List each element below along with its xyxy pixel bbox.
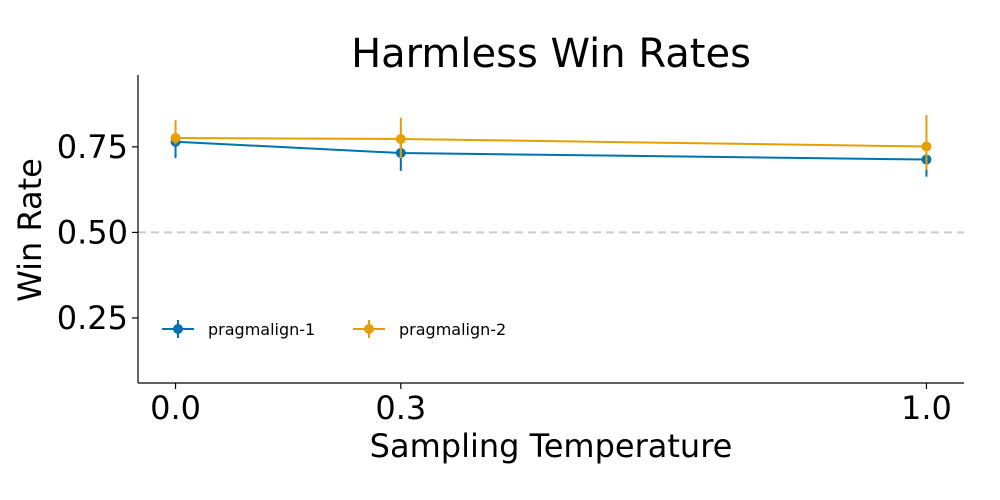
legend-item: pragmalign-1 [162,320,315,339]
x-tick-label: 1.0 [901,389,952,427]
legend-item: pragmalign-2 [353,320,506,339]
data-point [395,133,406,144]
legend-marker [173,324,183,334]
chart-title: Harmless Win Rates [351,31,751,77]
legend-label: pragmalign-1 [208,320,315,339]
series-line [175,136,927,148]
y-tick-label: 0.75 [57,128,128,166]
y-tick-label: 0.25 [57,299,128,337]
x-tick-label: 0.0 [150,389,201,427]
legend-label: pragmalign-2 [399,320,506,339]
data-point [921,141,932,152]
x-axis-label: Sampling Temperature [370,427,733,465]
legend: pragmalign-1 pragmalign-2 [162,320,506,339]
data-point [170,132,181,143]
y-ticks: 0.25 0.50 0.75 [57,128,138,337]
y-axis-label: Win Rate [11,158,49,302]
x-ticks: 0.0 0.3 1.0 [150,383,952,427]
legend-marker [364,324,374,334]
x-tick-label: 0.3 [375,389,426,427]
series-pragmalign-2 [170,115,932,170]
series-layer [170,115,932,177]
y-tick-label: 0.50 [57,213,128,251]
